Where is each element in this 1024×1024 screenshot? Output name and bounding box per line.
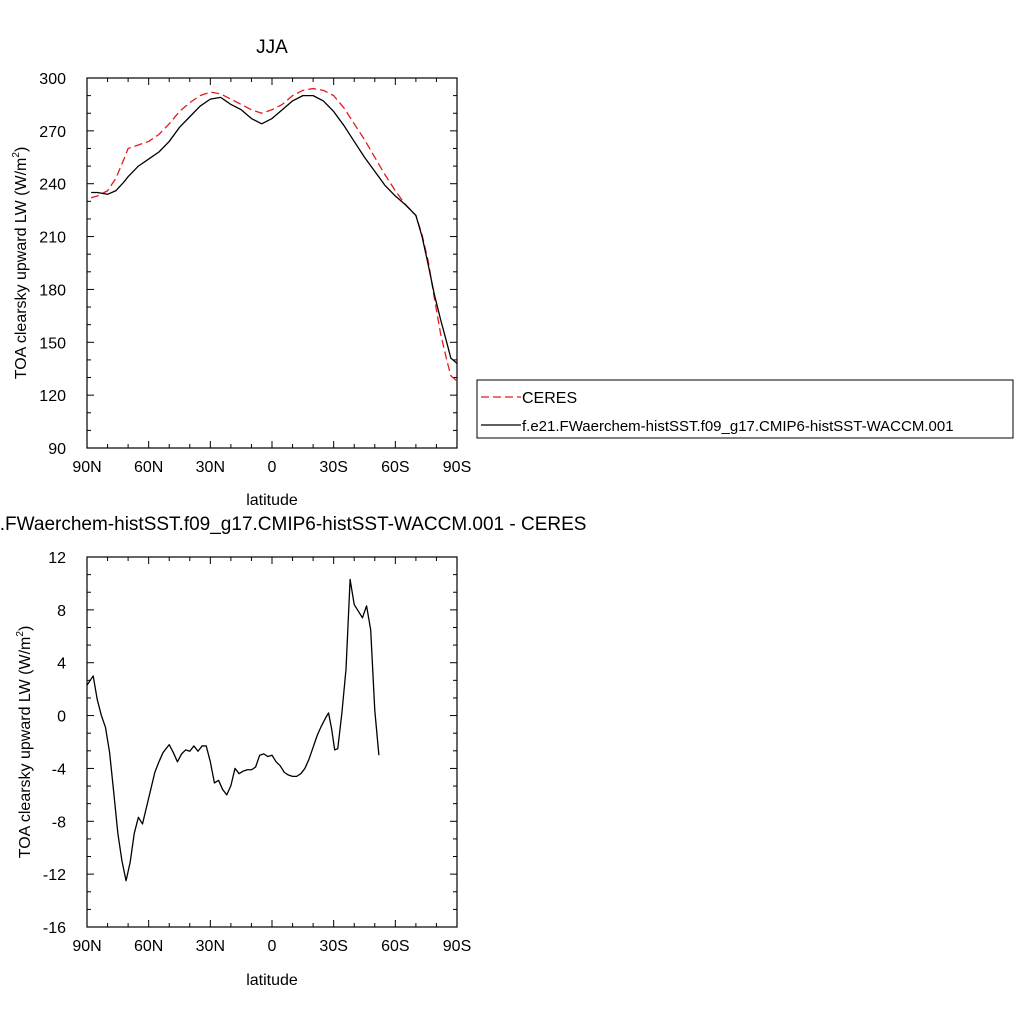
top-y-tick-label: 180	[39, 282, 66, 299]
bottom-x-tick-label: 60N	[134, 938, 163, 955]
bottom-series	[87, 578, 380, 882]
top-y-tick-label: 90	[48, 441, 66, 458]
top-x-tick-label: 90N	[72, 459, 101, 476]
bottom-y-tick-label: 12	[48, 550, 66, 567]
top-y-axis-label: TOA clearsky upward LW (W/m2)	[11, 147, 30, 380]
bottom-chart-title: f.e21.FWaerchem-histSST.f09_g17.CMIP6-hi…	[0, 514, 586, 535]
bottom-x-tick-label: 90N	[72, 938, 101, 955]
bottom-panel: f.e21.FWaerchem-histSST.f09_g17.CMIP6-hi…	[0, 514, 586, 989]
top-series	[90, 87, 457, 382]
bottom-y-tick-label: -4	[52, 761, 66, 778]
bottom-y-tick-label: -8	[52, 814, 66, 831]
bottom-x-tick-label: 30N	[196, 938, 225, 955]
top-x-axis-label: latitude	[246, 492, 298, 509]
legend-label-model: f.e21.FWaerchem-histSST.f09_g17.CMIP6-hi…	[522, 418, 954, 435]
bottom-y-tick-label: 8	[57, 603, 66, 620]
legend: CERES f.e21.FWaerchem-histSST.f09_g17.CM…	[476, 379, 1014, 439]
top-y-tick-label: 120	[39, 388, 66, 405]
top-ticks: 90N 60N 30N 0 30S 60S 90S 90 120 150 180 210 240 270 3…	[39, 71, 471, 476]
bottom-y-tick-label: -16	[43, 920, 66, 937]
top-x-tick-label: 60S	[381, 459, 409, 476]
bottom-x-tick-label: 60S	[381, 938, 409, 955]
bottom-x-tick-label: 30S	[319, 938, 347, 955]
top-y-tick-label: 300	[39, 71, 66, 88]
top-y-tick-label: 210	[39, 230, 66, 247]
bottom-y-tick-label: 0	[57, 709, 66, 726]
bottom-x-axis-label: latitude	[246, 972, 298, 989]
top-x-tick-label: 30S	[319, 459, 347, 476]
bottom-y-tick-label: -12	[43, 867, 66, 884]
top-series-line-ceres	[90, 87, 457, 382]
legend-box	[476, 379, 1014, 439]
top-x-tick-label: 60N	[134, 459, 163, 476]
bottom-series-line-difference	[87, 578, 380, 882]
top-series-line-model	[91, 94, 457, 365]
top-y-tick-label: 270	[39, 124, 66, 141]
top-plot-frame	[86, 77, 458, 449]
bottom-y-tick-label: 4	[57, 656, 66, 673]
top-x-tick-label: 0	[268, 459, 277, 476]
top-panel: JJA 90N 60N 30N 0 30S 60S 90S 90 120 150 180 210 240…	[11, 37, 1014, 509]
bottom-y-axis-label: TOA clearsky upward LW (W/m2)	[15, 626, 34, 859]
bottom-ticks: 90N 60N 30N 0 30S 60S 90S -16 -12 -8 -4 0 4 8 12	[43, 550, 471, 955]
top-x-tick-label: 30N	[196, 459, 225, 476]
top-y-tick-label: 150	[39, 335, 66, 352]
top-chart-title: JJA	[256, 37, 288, 58]
bottom-x-tick-label: 90S	[443, 938, 471, 955]
bottom-x-tick-label: 0	[268, 938, 277, 955]
legend-label-ceres: CERES	[522, 390, 577, 407]
bottom-plot-frame	[86, 556, 458, 928]
top-x-tick-label: 90S	[443, 459, 471, 476]
top-y-tick-label: 240	[39, 177, 66, 194]
